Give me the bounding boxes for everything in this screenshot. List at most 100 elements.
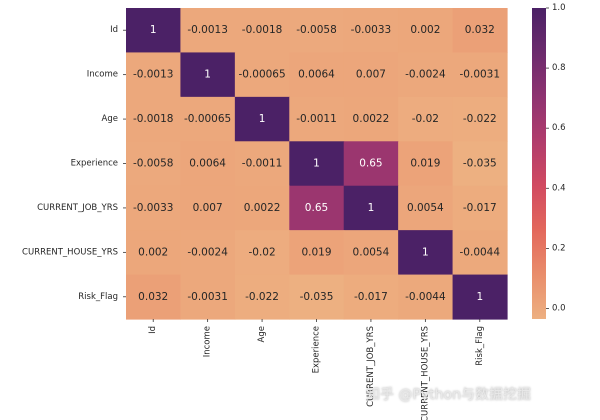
y-tick-label: Id bbox=[110, 25, 118, 35]
heatmap-cell bbox=[452, 96, 508, 142]
x-tick-label: Age bbox=[257, 326, 267, 342]
heatmap-cell bbox=[180, 52, 236, 98]
heatmap-cell bbox=[234, 230, 290, 276]
cell-value-label: 1 bbox=[313, 158, 320, 170]
heatmap-cell bbox=[452, 230, 508, 276]
heatmap-cell bbox=[289, 8, 345, 54]
cell-value-label: -0.017 bbox=[463, 202, 497, 214]
cell-value-label: -0.0031 bbox=[187, 291, 228, 303]
cell-value-label: -0.022 bbox=[463, 113, 497, 125]
cell-value-label: -0.0033 bbox=[133, 202, 174, 214]
heatmap-cell bbox=[343, 96, 399, 142]
heatmap-cell bbox=[343, 141, 399, 187]
heatmap-cell bbox=[289, 185, 345, 231]
heatmap-cell bbox=[289, 274, 345, 320]
heatmap-cell bbox=[452, 185, 508, 231]
heatmap-cell bbox=[126, 230, 182, 276]
x-tick-label: CURRENT_JOB_YRS bbox=[366, 326, 376, 407]
cell-value-label: 1 bbox=[204, 69, 211, 81]
cell-value-label: 0.032 bbox=[465, 24, 495, 36]
cell-value-label: 0.002 bbox=[410, 24, 440, 36]
heatmap-cell bbox=[126, 96, 182, 142]
cell-annotations: 1 -0.0013 -0.0018 -0.0058 -0.0033 0.002 0.032 -… bbox=[133, 24, 500, 303]
x-tick-label: Income bbox=[203, 326, 213, 357]
cell-value-label: 0.019 bbox=[410, 158, 440, 170]
cell-value-label: -0.022 bbox=[245, 291, 279, 303]
cell-value-label: -0.0011 bbox=[242, 158, 283, 170]
heatmap-cell bbox=[343, 52, 399, 98]
heatmap-cell bbox=[398, 141, 454, 187]
cell-value-label: 1 bbox=[150, 24, 157, 36]
colorbar-tick-label: 1.0 bbox=[552, 3, 566, 13]
y-tick-label: Risk_Flag bbox=[78, 292, 118, 302]
cell-value-label: 1 bbox=[476, 291, 483, 303]
cell-value-label: -0.017 bbox=[354, 291, 388, 303]
heatmap-cell bbox=[234, 274, 290, 320]
heatmap-cell bbox=[126, 185, 182, 231]
cell-value-label: -0.0044 bbox=[405, 291, 446, 303]
cell-value-label: 1 bbox=[259, 113, 266, 125]
cell-value-label: 0.032 bbox=[138, 291, 168, 303]
heatmap-cell bbox=[180, 141, 236, 187]
cell-value-label: 0.002 bbox=[138, 246, 168, 258]
cell-value-label: -0.0044 bbox=[460, 246, 501, 258]
heatmap-cell bbox=[289, 52, 345, 98]
y-tick-label: CURRENT_JOB_YRS bbox=[37, 203, 118, 213]
heatmap-cell bbox=[343, 230, 399, 276]
colorbar-tick-label: 0.0 bbox=[552, 303, 566, 313]
heatmap-cell bbox=[180, 230, 236, 276]
heatmap-cell bbox=[398, 8, 454, 54]
cell-value-label: -0.00065 bbox=[184, 113, 231, 125]
heatmap-cell bbox=[234, 141, 290, 187]
cell-value-label: -0.02 bbox=[248, 246, 275, 258]
cell-value-label: -0.0013 bbox=[187, 24, 228, 36]
heatmap-cell bbox=[126, 141, 182, 187]
cell-value-label: -0.0018 bbox=[133, 113, 174, 125]
heatmap-cell bbox=[234, 8, 290, 54]
cell-value-label: -0.0018 bbox=[242, 24, 283, 36]
heatmap-cell bbox=[234, 185, 290, 231]
x-tick-label: Experience bbox=[312, 326, 322, 373]
heatmap-cells bbox=[126, 8, 508, 320]
heatmap-cell bbox=[289, 141, 345, 187]
heatmap-cell bbox=[180, 96, 236, 142]
colorbar-tick-label: 0.8 bbox=[552, 63, 566, 73]
cell-value-label: -0.035 bbox=[463, 158, 497, 170]
cell-value-label: -0.00065 bbox=[238, 69, 285, 81]
cell-value-label: 0.65 bbox=[305, 202, 328, 214]
cell-value-label: 0.0064 bbox=[189, 158, 226, 170]
cell-value-label: 0.007 bbox=[193, 202, 223, 214]
heatmap-cell bbox=[398, 230, 454, 276]
colorbar-gradient bbox=[532, 8, 546, 319]
cell-value-label: -0.0058 bbox=[133, 158, 174, 170]
cell-value-label: -0.035 bbox=[300, 291, 334, 303]
y-tick-label: CURRENT_HOUSE_YRS bbox=[22, 247, 118, 257]
cell-value-label: -0.0024 bbox=[405, 69, 446, 81]
heatmap-cell bbox=[180, 274, 236, 320]
cell-value-label: 1 bbox=[368, 202, 375, 214]
heatmap-cell bbox=[398, 96, 454, 142]
heatmap-cell bbox=[452, 274, 508, 320]
y-tick-label: Income bbox=[87, 70, 118, 80]
y-tick-label: Age bbox=[102, 114, 118, 124]
heatmap-cell bbox=[234, 52, 290, 98]
cell-value-label: -0.02 bbox=[412, 113, 439, 125]
cell-value-label: 0.019 bbox=[301, 246, 331, 258]
heatmap-cell bbox=[452, 8, 508, 54]
cell-value-label: 0.0022 bbox=[353, 113, 390, 125]
cell-value-label: 0.0022 bbox=[244, 202, 281, 214]
heatmap-cell bbox=[343, 8, 399, 54]
heatmap-cell bbox=[452, 52, 508, 98]
x-tick-label: Risk_Flag bbox=[475, 326, 485, 366]
colorbar-tick-label: 0.4 bbox=[552, 183, 566, 193]
cell-value-label: 1 bbox=[422, 246, 429, 258]
heatmap-cell bbox=[398, 52, 454, 98]
heatmap-cell bbox=[289, 230, 345, 276]
x-tick-label: CURRENT_HOUSE_YRS bbox=[420, 326, 430, 420]
heatmap-cell bbox=[289, 96, 345, 142]
heatmap-cell bbox=[234, 96, 290, 142]
cell-value-label: 0.0054 bbox=[353, 246, 390, 258]
cell-value-label: -0.0011 bbox=[296, 113, 337, 125]
heatmap-cell bbox=[180, 8, 236, 54]
